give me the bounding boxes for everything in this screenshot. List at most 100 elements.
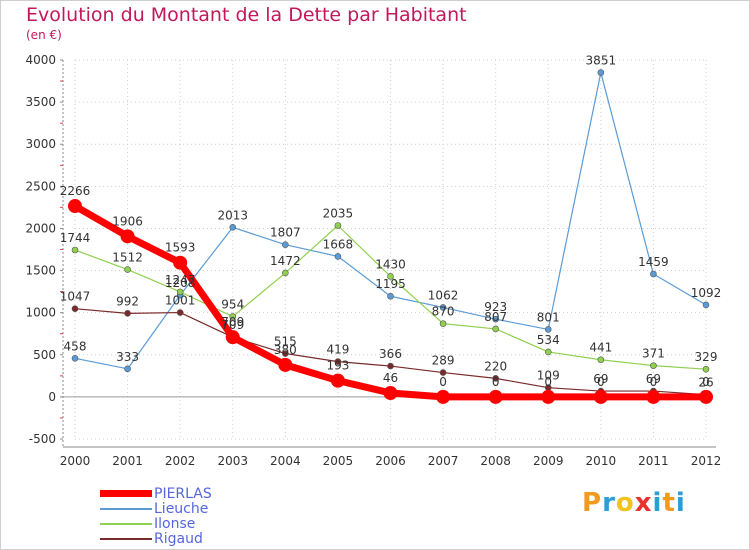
data-point-lieuche: [282, 241, 289, 248]
data-point-pierlas: [488, 389, 503, 404]
data-point-pierlas: [699, 389, 713, 404]
data-point-rigaud: [387, 362, 394, 370]
legend-swatch: [100, 537, 152, 540]
y-tick-label: 3500: [25, 95, 56, 109]
x-tick-label: 2007: [428, 454, 459, 468]
legend-label: Rigaud: [154, 530, 203, 547]
data-label-pierlas: 1906: [112, 214, 143, 228]
data-label-pierlas: 0: [702, 375, 710, 389]
data-label-lieuche: 3851: [586, 54, 617, 68]
logo-letter: t: [662, 488, 676, 518]
proxiti-logo: Proxiti: [582, 488, 686, 518]
y-tick-label: 2500: [25, 179, 56, 193]
data-point-ilonse: [544, 348, 552, 356]
x-tick-label: 2006: [375, 454, 406, 468]
x-tick-label: 2008: [480, 454, 511, 468]
data-point-rigaud: [439, 369, 447, 376]
logo-letter: i: [652, 488, 663, 518]
x-tick-label: 2009: [533, 454, 564, 468]
data-point-ilonse: [229, 313, 237, 320]
data-point-ilonse: [176, 288, 184, 296]
data-label-pierlas: 0: [439, 375, 447, 389]
y-tick-label: 4000: [25, 53, 56, 67]
data-label-ilonse: 870: [432, 305, 455, 319]
data-point-ilonse: [597, 356, 605, 364]
data-point-rigaud: [176, 309, 184, 316]
data-label-lieuche: 333: [116, 350, 139, 364]
chart-unit: (en €): [26, 28, 62, 42]
data-label-ilonse: 807: [484, 310, 507, 324]
data-point-ilonse: [282, 269, 289, 277]
data-point-ilonse: [387, 273, 394, 280]
data-point-lieuche: [439, 304, 447, 311]
logo-letter: o: [615, 488, 635, 518]
data-point-ilonse: [439, 320, 447, 327]
y-tick-label: 0: [48, 390, 56, 404]
y-tick-label: 2000: [25, 221, 56, 235]
data-label-pierlas: 0: [544, 375, 552, 389]
data-label-ilonse: 329: [695, 350, 718, 364]
data-label-ilonse: 534: [537, 333, 560, 347]
data-point-rigaud: [282, 350, 289, 357]
legend: PIERLAS Lieuche Ilonse Rigaud: [100, 485, 212, 547]
data-label-pierlas: 2266: [60, 184, 91, 198]
data-label-rigaud: 69: [593, 372, 608, 386]
data-label-rigaud: 26: [698, 376, 713, 390]
data-point-pierlas: [383, 386, 398, 401]
x-tick-label: 2004: [270, 454, 301, 468]
x-tick-label: 2002: [165, 454, 196, 468]
data-label-pierlas: 46: [383, 371, 398, 385]
data-point-lieuche: [124, 365, 131, 373]
data-point-lieuche: [229, 224, 237, 231]
data-labels: 2266 1906 1593 709 380 193 46 0 0 0 0 0 0 458 333 1208 2…: [60, 54, 722, 390]
legend-swatch: [100, 490, 152, 497]
data-label-rigaud: 289: [432, 354, 455, 368]
x-tick-label: 2001: [112, 454, 143, 468]
legend-swatch: [100, 522, 152, 525]
y-tick-label: 1000: [25, 306, 56, 320]
data-label-rigaud: 419: [326, 343, 349, 357]
x-tick-label: 2005: [323, 454, 354, 468]
legend-swatch: [100, 507, 152, 510]
data-label-rigaud: 69: [646, 372, 661, 386]
data-point-pierlas: [120, 229, 135, 244]
legend-label: PIERLAS: [154, 485, 212, 502]
data-point-rigaud: [71, 305, 79, 313]
data-point-ilonse: [650, 362, 657, 369]
data-label-pierlas: 1593: [165, 241, 196, 255]
x-tick-label: 2011: [638, 454, 669, 468]
data-label-lieuche: 1195: [375, 277, 406, 291]
data-label-lieuche: 458: [64, 339, 87, 353]
data-label-ilonse: 441: [589, 341, 612, 355]
logo-letter: i: [675, 488, 686, 518]
legend-item-pierlas: PIERLAS: [100, 485, 212, 502]
legend-label: Ilonse: [154, 515, 196, 532]
data-point-lieuche: [544, 326, 552, 333]
data-label-pierlas: 193: [326, 359, 349, 373]
legend-item-rigaud: Rigaud: [100, 530, 212, 547]
data-point-lieuche: [650, 270, 657, 278]
data-label-ilonse: 1472: [270, 254, 301, 268]
x-tick-label: 2012: [691, 454, 722, 468]
data-label-lieuche: 1459: [638, 255, 669, 269]
data-point-pierlas: [225, 330, 240, 345]
logo-letter: r: [602, 488, 616, 518]
y-tick-label: 1500: [25, 264, 56, 278]
data-label-lieuche: 2013: [217, 208, 248, 222]
series-layer: [68, 69, 713, 404]
data-label-ilonse: 1512: [112, 251, 143, 265]
data-label-rigaud: 220: [484, 359, 507, 373]
y-tick-label: -500: [29, 432, 56, 446]
data-label-pierlas: 0: [650, 375, 658, 389]
legend-label: Lieuche: [154, 500, 209, 517]
data-point-lieuche: [597, 69, 605, 76]
data-label-ilonse: 2035: [323, 206, 354, 220]
data-label-rigaud: 992: [116, 294, 139, 308]
data-point-pierlas: [436, 389, 451, 404]
data-point-pierlas: [541, 389, 556, 404]
logo-letter: P: [582, 488, 603, 518]
data-label-ilonse: 371: [642, 347, 665, 361]
data-point-pierlas: [646, 389, 661, 404]
data-point-rigaud: [334, 358, 342, 365]
